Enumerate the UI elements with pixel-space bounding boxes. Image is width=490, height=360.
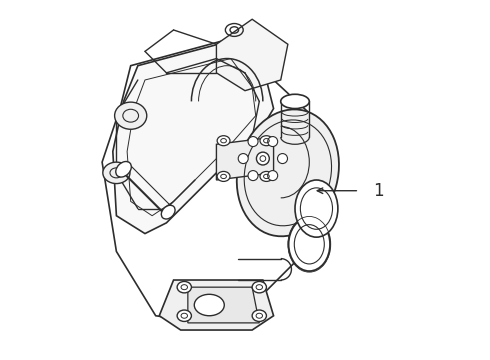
- Polygon shape: [188, 287, 259, 323]
- Ellipse shape: [260, 136, 273, 146]
- Ellipse shape: [217, 171, 230, 181]
- Polygon shape: [217, 19, 288, 91]
- Ellipse shape: [281, 94, 309, 109]
- Ellipse shape: [289, 217, 330, 271]
- Ellipse shape: [256, 152, 270, 165]
- Ellipse shape: [268, 136, 278, 147]
- Ellipse shape: [161, 205, 175, 219]
- Ellipse shape: [268, 171, 278, 181]
- Ellipse shape: [194, 294, 224, 316]
- Ellipse shape: [115, 102, 147, 129]
- Ellipse shape: [252, 282, 267, 293]
- Ellipse shape: [260, 171, 273, 181]
- Ellipse shape: [238, 154, 248, 163]
- Text: 1: 1: [373, 182, 384, 200]
- Polygon shape: [102, 30, 323, 323]
- Ellipse shape: [177, 310, 192, 321]
- Ellipse shape: [295, 180, 338, 237]
- Polygon shape: [217, 137, 273, 180]
- Polygon shape: [159, 280, 273, 330]
- Ellipse shape: [217, 136, 230, 146]
- Polygon shape: [113, 37, 273, 234]
- Ellipse shape: [103, 162, 130, 184]
- Ellipse shape: [248, 136, 258, 147]
- Ellipse shape: [177, 282, 192, 293]
- Ellipse shape: [277, 154, 288, 163]
- Ellipse shape: [116, 162, 131, 177]
- Ellipse shape: [248, 171, 258, 181]
- Ellipse shape: [252, 310, 267, 321]
- Ellipse shape: [237, 109, 339, 236]
